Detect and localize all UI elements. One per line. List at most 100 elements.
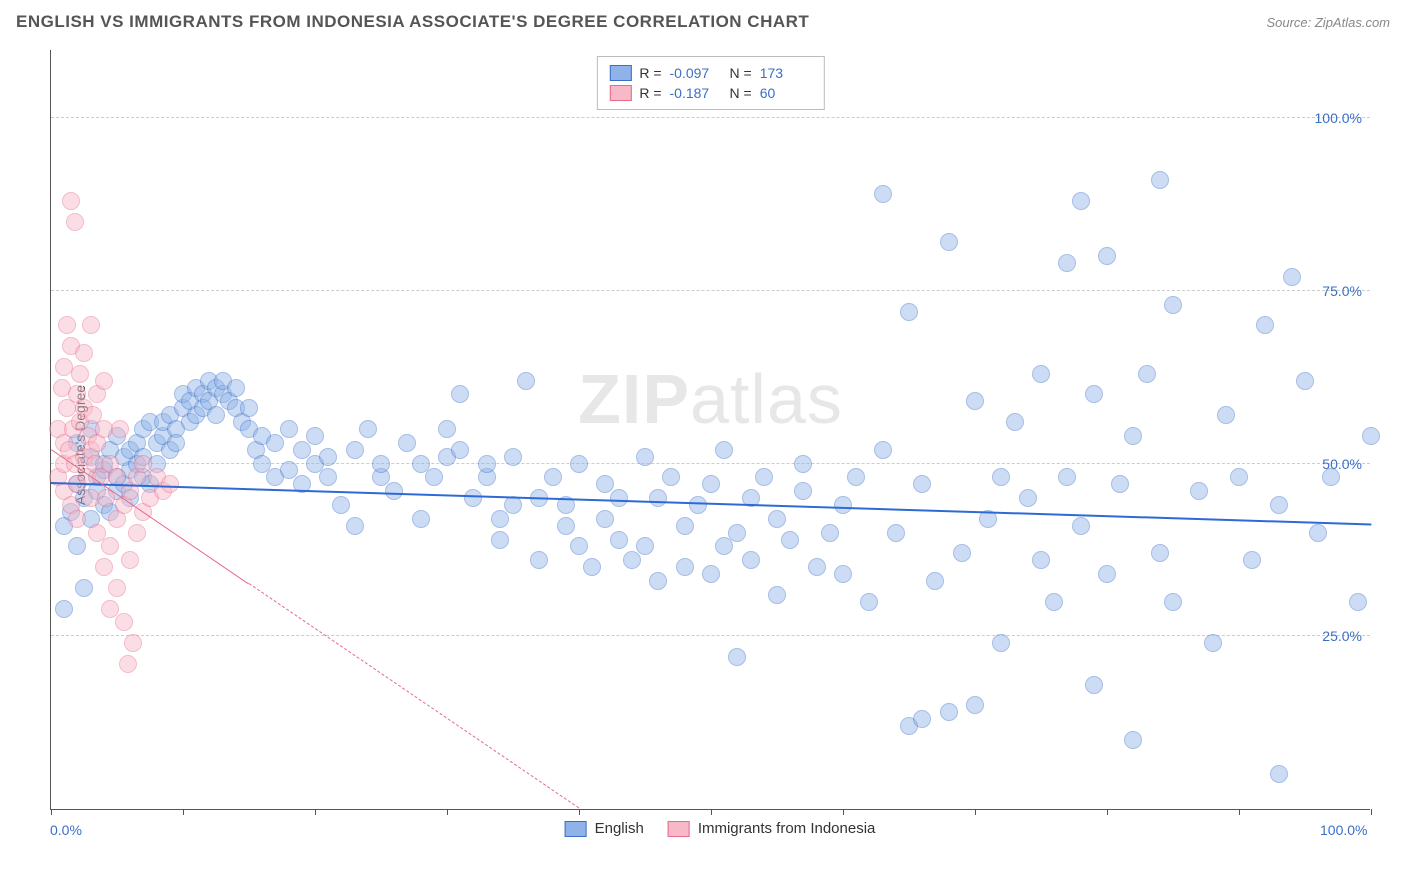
data-point [1006, 413, 1024, 431]
data-point [1164, 593, 1182, 611]
data-point [728, 524, 746, 542]
data-point [1032, 365, 1050, 383]
data-point [108, 579, 126, 597]
data-point [491, 531, 509, 549]
data-point [306, 427, 324, 445]
x-tick [315, 809, 316, 815]
legend-stats-row: R =-0.097N =173 [609, 63, 811, 83]
legend-swatch [609, 65, 631, 81]
x-tick [1371, 809, 1372, 815]
data-point [557, 517, 575, 535]
data-point [874, 185, 892, 203]
data-point [478, 455, 496, 473]
data-point [1349, 593, 1367, 611]
data-point [781, 531, 799, 549]
data-point [385, 482, 403, 500]
data-point [58, 316, 76, 334]
data-point [834, 565, 852, 583]
legend-swatch [565, 821, 587, 837]
data-point [610, 531, 628, 549]
data-point [115, 613, 133, 631]
stat-n-label: N = [730, 65, 752, 81]
data-point [1190, 482, 1208, 500]
data-point [808, 558, 826, 576]
data-point [676, 517, 694, 535]
data-point [834, 496, 852, 514]
data-point [940, 703, 958, 721]
data-point [1309, 524, 1327, 542]
data-point [610, 489, 628, 507]
data-point [1098, 565, 1116, 583]
data-point [1124, 427, 1142, 445]
data-point [583, 558, 601, 576]
data-point [1151, 171, 1169, 189]
data-point [702, 475, 720, 493]
y-tick-label: 100.0% [1315, 110, 1362, 126]
x-tick [1239, 809, 1240, 815]
data-point [1362, 427, 1380, 445]
data-point [1283, 268, 1301, 286]
data-point [874, 441, 892, 459]
stat-r-value: -0.097 [670, 65, 722, 81]
data-point [794, 455, 812, 473]
data-point [119, 655, 137, 673]
data-point [966, 392, 984, 410]
data-point [1270, 496, 1288, 514]
data-point [544, 468, 562, 486]
data-point [266, 434, 284, 452]
data-point [451, 441, 469, 459]
data-point [649, 572, 667, 590]
x-tick [51, 809, 52, 815]
data-point [636, 448, 654, 466]
data-point [728, 648, 746, 666]
data-point [940, 233, 958, 251]
data-point [71, 365, 89, 383]
x-tick [975, 809, 976, 815]
data-point [636, 537, 654, 555]
data-point [372, 455, 390, 473]
data-point [1045, 593, 1063, 611]
stat-n-value: 60 [760, 85, 812, 101]
data-point [900, 303, 918, 321]
data-point [768, 510, 786, 528]
data-point [860, 593, 878, 611]
data-point [451, 385, 469, 403]
grid-line [51, 463, 1370, 464]
data-point [1085, 385, 1103, 403]
data-point [1072, 192, 1090, 210]
data-point [95, 372, 113, 390]
legend-stats-row: R =-0.187N =60 [609, 83, 811, 103]
data-point [926, 572, 944, 590]
data-point [530, 551, 548, 569]
data-point [953, 544, 971, 562]
data-point [649, 489, 667, 507]
data-point [101, 537, 119, 555]
data-point [280, 420, 298, 438]
x-tick [711, 809, 712, 815]
data-point [821, 524, 839, 542]
data-point [62, 192, 80, 210]
data-point [794, 482, 812, 500]
data-point [82, 316, 100, 334]
data-point [517, 372, 535, 390]
data-point [768, 586, 786, 604]
legend-series: EnglishImmigrants from Indonesia [565, 820, 876, 837]
grid-line [51, 290, 1370, 291]
data-point [1230, 468, 1248, 486]
data-point [992, 634, 1010, 652]
data-point [161, 475, 179, 493]
header-bar: ENGLISH VS IMMIGRANTS FROM INDONESIA ASS… [0, 0, 1406, 40]
data-point [1058, 254, 1076, 272]
data-point [346, 517, 364, 535]
data-point [1072, 517, 1090, 535]
data-point [491, 510, 509, 528]
data-point [1296, 372, 1314, 390]
data-point [1032, 551, 1050, 569]
watermark-light: atlas [690, 360, 843, 438]
data-point [1058, 468, 1076, 486]
data-point [623, 551, 641, 569]
source-attribution: Source: ZipAtlas.com [1266, 15, 1390, 30]
data-point [121, 551, 139, 569]
data-point [1124, 731, 1142, 749]
stat-r-value: -0.187 [670, 85, 722, 101]
